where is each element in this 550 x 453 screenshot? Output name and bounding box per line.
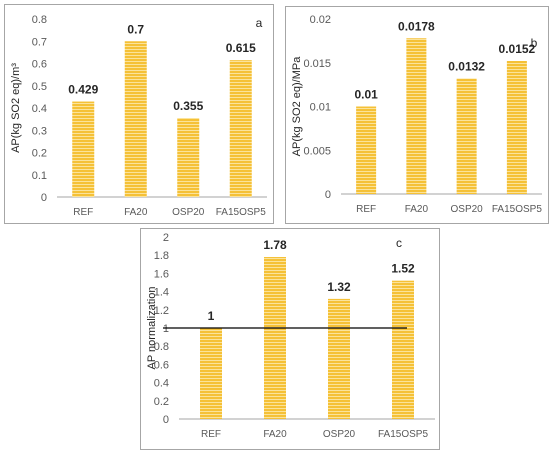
y-tick-label: 2 — [163, 232, 169, 244]
category-label: FA15OSP5 — [378, 429, 428, 440]
category-label: FA15OSP5 — [216, 207, 266, 218]
y-tick-label: 0.1 — [32, 170, 47, 182]
data-label: 0.7 — [127, 22, 144, 36]
bar-osp20 — [177, 118, 200, 197]
y-tick-label: 0.015 — [303, 58, 331, 70]
bar-fa20 — [406, 38, 427, 194]
y-axis-title: AP(kg SO2 eq)/m³ — [10, 63, 22, 153]
y-tick-label: 0.8 — [154, 341, 169, 353]
panel-label: b — [531, 36, 538, 50]
category-label: REF — [356, 204, 376, 215]
y-tick-label: 1.2 — [154, 305, 169, 317]
y-tick-label: 0.005 — [303, 145, 331, 157]
chart-panel-b: 0 0.005 0.01 0.015 0.02 0.01 REF 0.0178 FA20 0.01… — [285, 6, 549, 224]
chart-a-svg: 0 0.1 0.2 0.3 0.4 0.5 0.6 0.7 0.8 0.429 REF 0.7 FA20… — [10, 14, 267, 218]
y-tick-label: 0 — [325, 189, 331, 201]
y-tick-label: 0.6 — [32, 59, 47, 71]
data-label: 1.78 — [263, 238, 287, 252]
y-tick-label: 0.4 — [32, 103, 47, 115]
data-label: 0.0178 — [398, 19, 435, 33]
y-axis-title: AP(kg SO2 eq)/MPa — [291, 56, 303, 157]
y-tick-label: 0.02 — [310, 14, 331, 26]
y-tick-label: 0.01 — [310, 102, 331, 114]
data-label: 1.32 — [327, 280, 351, 294]
data-label: 0.0132 — [448, 60, 485, 74]
y-tick-label: 0.3 — [32, 125, 47, 137]
bar-fa15osp5 — [392, 280, 414, 419]
bar-osp20 — [328, 298, 350, 419]
category-label: FA20 — [405, 204, 429, 215]
data-label: 0.355 — [173, 99, 203, 113]
y-tick-label: 1 — [163, 323, 169, 335]
chart-b-svg: 0 0.005 0.01 0.015 0.02 0.01 REF 0.0178 FA20 0.01… — [291, 14, 542, 215]
category-label: FA15OSP5 — [492, 204, 542, 215]
y-tick-label: 0.2 — [32, 148, 47, 160]
bar-ref — [200, 328, 222, 419]
bar-fa15osp5 — [506, 61, 527, 194]
chart-c-svg: 0 0.2 0.4 0.6 0.8 1 1.2 1.4 1.6 1.8 2 1 REF 1.78 FA20 1… — [146, 232, 435, 440]
bar-fa20 — [124, 41, 147, 197]
data-label: 0.01 — [354, 88, 378, 102]
data-label: 0.429 — [68, 83, 98, 97]
y-tick-label: 0.7 — [32, 36, 47, 48]
bar-osp20 — [456, 78, 477, 194]
category-label: OSP20 — [451, 204, 484, 215]
data-label: 1.52 — [391, 262, 415, 276]
y-tick-label: 1.8 — [154, 250, 169, 262]
data-label: 0.615 — [226, 41, 256, 55]
y-tick-label: 1.4 — [154, 287, 169, 299]
category-label: FA20 — [124, 207, 148, 218]
y-tick-label: 0.2 — [154, 396, 169, 408]
chart-panel-a: 0 0.1 0.2 0.3 0.4 0.5 0.6 0.7 0.8 0.429 REF 0.7 FA20… — [4, 4, 274, 224]
y-tick-label: 0.4 — [154, 378, 169, 390]
bar-ref — [356, 106, 377, 194]
y-tick-label: 0.6 — [154, 359, 169, 371]
y-tick-label: 0.5 — [32, 81, 47, 93]
bar-fa15osp5 — [229, 60, 252, 197]
data-label: 1 — [208, 309, 215, 323]
y-tick-label: 0 — [163, 414, 169, 426]
y-axis-title: AP normalization — [146, 287, 158, 370]
y-tick-label: 0 — [41, 192, 47, 204]
y-tick-label: 1.6 — [154, 268, 169, 280]
chart-panel-c: 0 0.2 0.4 0.6 0.8 1 1.2 1.4 1.6 1.8 2 1 REF 1.78 FA20 1… — [140, 228, 440, 450]
y-tick-label: 0.8 — [32, 14, 47, 26]
bar-fa20 — [264, 257, 286, 419]
category-label: REF — [201, 429, 221, 440]
category-label: OSP20 — [172, 207, 205, 218]
category-label: OSP20 — [323, 429, 356, 440]
category-label: FA20 — [263, 429, 287, 440]
category-label: REF — [73, 207, 93, 218]
data-label: 0.0152 — [499, 42, 536, 56]
bar-ref — [72, 101, 95, 197]
panel-label: c — [396, 236, 402, 250]
panel-label: a — [256, 16, 263, 30]
